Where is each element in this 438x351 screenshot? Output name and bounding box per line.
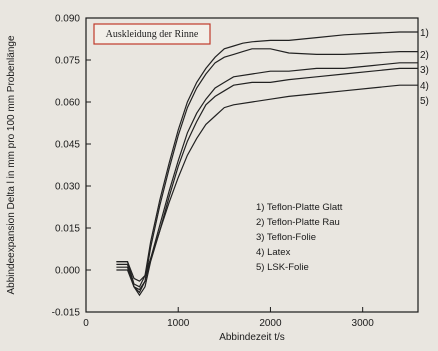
series-line-3 bbox=[116, 62, 418, 291]
y-axis: -0.015 0.000 0.015 0.030 0.045 0.060 0.075 0.09… bbox=[52, 14, 91, 319]
legend-entry-3: 3) Teflon-Folie bbox=[256, 232, 316, 243]
y-tick-label: 0.000 bbox=[55, 266, 80, 277]
series-line-1 bbox=[116, 31, 418, 288]
y-tick-label: 0.075 bbox=[55, 56, 80, 67]
legend-entry-4: 4) Latex bbox=[256, 247, 291, 258]
series-end-label-3: 3) bbox=[420, 65, 429, 76]
x-tick-label: 1000 bbox=[167, 318, 190, 329]
series-end-label-2: 2) bbox=[420, 50, 429, 61]
x-tick-label: 2000 bbox=[259, 318, 282, 329]
legend-entry-1: 1) Teflon-Platte Glatt bbox=[256, 202, 343, 213]
y-tick-label: 0.030 bbox=[55, 182, 80, 193]
plot-area bbox=[85, 17, 419, 313]
y-axis-label: Abbindeexpansion Delta l in mm pro 100 m… bbox=[6, 35, 17, 294]
series-end-labels: 1) 2) 3) 4) 5) bbox=[420, 28, 429, 107]
y-tick-label: 0.090 bbox=[55, 14, 80, 25]
series-end-label-4: 4) bbox=[420, 81, 429, 92]
chart-title: Auskleidung der Rinne bbox=[106, 29, 199, 40]
chart-title-box bbox=[93, 23, 211, 45]
series-lines bbox=[116, 31, 418, 297]
y-tick-label: -0.015 bbox=[52, 308, 81, 319]
y-tick-label: 0.045 bbox=[55, 140, 80, 151]
series-line-4 bbox=[116, 67, 418, 297]
x-tick-label: 3000 bbox=[352, 318, 375, 329]
legend-entry-2: 2) Teflon-Platte Rau bbox=[256, 217, 340, 228]
series-end-label-5: 5) bbox=[420, 96, 429, 107]
y-tick-label: 0.015 bbox=[55, 224, 80, 235]
x-axis-label: Abbindezeit t/s bbox=[219, 332, 285, 343]
legend-entry-5: 5) LSK-Folie bbox=[256, 262, 309, 273]
series-line-5 bbox=[116, 84, 418, 282]
x-axis: 0 1000 2000 3000 bbox=[83, 307, 374, 329]
series-end-label-1: 1) bbox=[420, 28, 429, 39]
legend: 1) Teflon-Platte Glatt 2) Teflon-Platte R… bbox=[256, 202, 343, 273]
y-tick-label: 0.060 bbox=[55, 98, 80, 109]
x-tick-label: 0 bbox=[83, 318, 89, 329]
